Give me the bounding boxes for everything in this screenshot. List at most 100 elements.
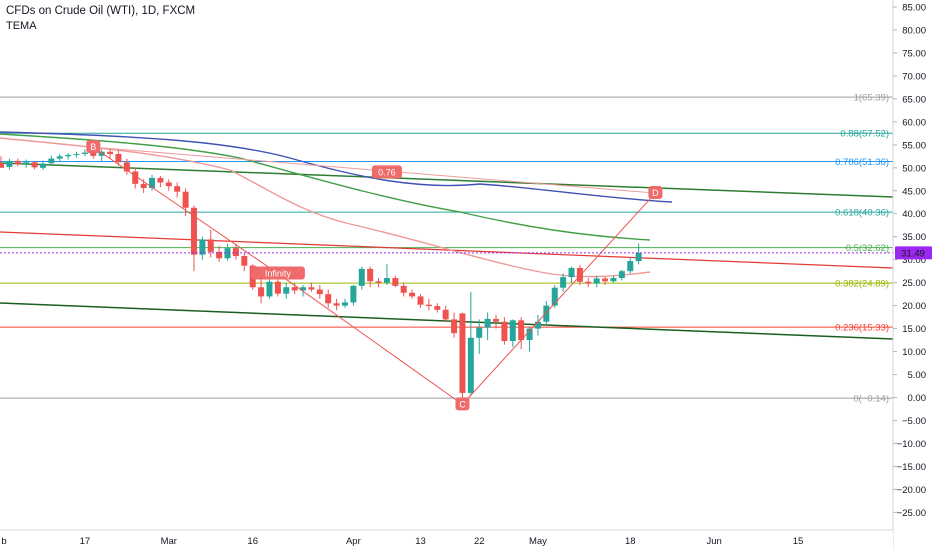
price-tick-label: 20.00: [902, 301, 926, 312]
price-tick-label: 45.00: [902, 186, 926, 197]
pattern-leg-2: [462, 192, 656, 405]
candle-body: [434, 306, 441, 310]
price-tick-label: 10.00: [902, 347, 926, 358]
fib-label-3: 0.618(40.36): [835, 208, 889, 219]
candle-body: [534, 321, 541, 329]
candle-body: [635, 252, 642, 262]
candle-body: [425, 304, 432, 307]
trendline-upper-green: [0, 162, 894, 198]
candle-body: [568, 267, 575, 278]
candle-body: [107, 151, 114, 155]
pattern-leg-0: [93, 146, 279, 274]
price-tick-label: 15.00: [902, 324, 926, 335]
pattern-leg-1: [277, 273, 463, 405]
price-tick-label: 65.00: [902, 94, 926, 105]
pattern-point-label-4: C: [459, 399, 466, 409]
time-tick-label: Jun: [706, 536, 721, 547]
price-tick-label: −20.00: [897, 485, 926, 496]
candle-body: [341, 302, 348, 306]
fib-label-5: 0.382(24.89): [835, 279, 889, 290]
candle-body: [216, 251, 223, 259]
candle-body: [375, 281, 382, 283]
fib-label-4: 0.5(32.62): [846, 243, 889, 254]
price-tick-label: 25.00: [902, 278, 926, 289]
candle-body: [56, 156, 63, 159]
candle-body: [23, 162, 30, 165]
candle-body: [383, 278, 390, 283]
candle-body: [81, 152, 88, 155]
pattern-point-label-1: 0.76: [378, 167, 396, 177]
candle-body: [207, 239, 214, 252]
candle-body: [484, 318, 491, 328]
time-tick-label: May: [529, 536, 547, 547]
price-axis[interactable]: 85.00 80.00 75.00 70.00 65.00 60.00 55.00 50.00…: [892, 0, 932, 550]
pattern-point-0: [86, 140, 101, 154]
candle-body: [417, 296, 424, 305]
candle-body: [182, 191, 189, 208]
pattern-point-1: [371, 165, 402, 179]
candle-body: [31, 162, 38, 168]
trendline-lower-green: [0, 302, 894, 340]
candle-body: [325, 294, 332, 304]
candle-body: [0, 163, 4, 168]
candle-body: [258, 287, 265, 297]
price-tick-label: −5.00: [902, 416, 926, 427]
fib-label-6: 0.236(15.33): [835, 323, 889, 334]
price-tick-label: 40.00: [902, 209, 926, 220]
candle-body: [518, 320, 525, 341]
candle-body: [291, 287, 298, 291]
candle-body: [543, 305, 550, 322]
time-tick-label: 18: [625, 536, 636, 547]
candle-body: [224, 248, 231, 259]
candle-body: [560, 277, 567, 288]
candle-body: [300, 287, 307, 291]
candle-body: [6, 160, 13, 167]
candle-body: [585, 281, 592, 284]
fib-label-7: 0(−0.14): [853, 394, 889, 405]
candle-body: [610, 278, 617, 282]
candle-body: [14, 160, 21, 165]
candle-body: [316, 289, 323, 295]
trendlines: [0, 162, 894, 340]
time-tick-label: 16: [247, 536, 258, 547]
tema-green: [0, 133, 651, 241]
chart-title: CFDs on Crude Oil (WTI), 1D, FXCM: [6, 5, 196, 17]
candle-body: [493, 318, 500, 322]
candle-body: [157, 177, 164, 183]
fib-label-2: 0.786(51.36): [835, 157, 889, 168]
indicator-label: TEMA: [6, 20, 37, 32]
candle-body: [350, 285, 357, 303]
price-tick-label: −10.00: [897, 439, 926, 450]
harmonic-pattern: B 0.76 D Infinity C: [86, 140, 663, 411]
candle-body: [241, 256, 248, 266]
time-tick-label: Apr: [346, 536, 361, 547]
fib-label-0: 1(65.39): [854, 93, 889, 104]
candle-body: [39, 163, 46, 168]
pattern-point-2: [648, 186, 663, 200]
candle-body: [367, 268, 374, 282]
candle-body: [593, 278, 600, 284]
tema-lines: [0, 131, 673, 278]
candle-body: [65, 154, 72, 157]
price-tick-label: 0.00: [908, 393, 927, 404]
time-tick-label: 22: [474, 536, 485, 547]
pattern-point-label-3: Infinity: [265, 268, 292, 278]
price-tick-label: 5.00: [908, 370, 927, 381]
price-tick-label: 55.00: [902, 140, 926, 151]
candle-body: [274, 281, 281, 294]
candle-body: [174, 186, 181, 192]
candle-body: [459, 313, 466, 393]
candle-body: [526, 328, 533, 341]
candle-body: [442, 309, 449, 320]
candle-body: [333, 303, 340, 306]
candle-body: [48, 158, 55, 164]
time-axis-bg: [0, 530, 893, 550]
candle-body: [232, 248, 239, 257]
time-tick-label: 15: [793, 536, 804, 547]
fibonacci-levels: 1(65.39) 0.88(57.52) 0.786(51.36) 0.618(40.…: [0, 93, 893, 405]
time-axis[interactable]: b 17 Mar 16 Apr 13 22 May 18 Jun 15: [0, 529, 893, 550]
candle-body: [90, 152, 97, 156]
candle-body: [602, 278, 609, 282]
candle-body: [409, 292, 416, 297]
